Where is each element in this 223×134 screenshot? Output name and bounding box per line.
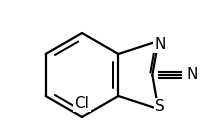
Text: N: N [187, 68, 198, 83]
Text: S: S [155, 99, 165, 114]
Text: Cl: Cl [74, 96, 89, 111]
Text: N: N [155, 37, 166, 51]
